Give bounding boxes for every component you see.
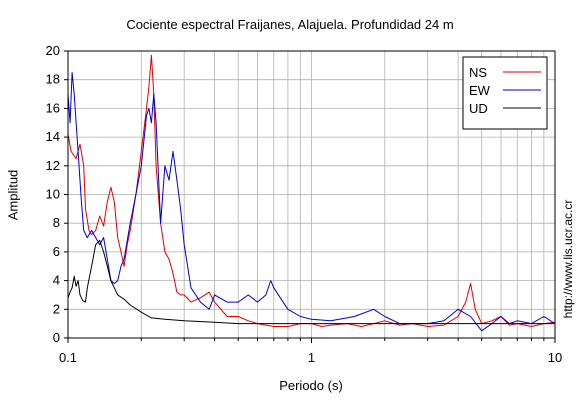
y-axis-label: Amplitud: [5, 169, 21, 221]
y-tick-label: 0: [53, 330, 60, 345]
series-line-ud: [68, 239, 555, 325]
y-tick-label: 12: [46, 158, 60, 173]
legend-label: NS: [469, 65, 487, 80]
x-tick-label: 1: [308, 350, 315, 365]
x-tick-label: 10: [548, 350, 562, 365]
y-tick-label: 10: [46, 187, 60, 202]
series-line-ns: [68, 54, 555, 327]
legend-box: [462, 56, 548, 130]
y-tick-label: 14: [46, 129, 60, 144]
legend-label: EW: [469, 83, 491, 98]
source-url-annotation: http://www.lis.ucr.ac.cr: [561, 199, 575, 319]
x-tick-label: 0.1: [59, 350, 77, 365]
y-tick-label: 6: [53, 244, 60, 259]
y-tick-label: 20: [46, 43, 60, 58]
chart-series: [68, 54, 555, 332]
page-title: Cociente espectral Fraijanes, Alajuela. …: [126, 17, 454, 32]
legend: NS EW UD: [462, 56, 548, 130]
y-tick-label: 2: [53, 301, 60, 316]
y-tick-label: 18: [46, 72, 60, 87]
legend-label: UD: [469, 101, 488, 116]
y-tick-label: 16: [46, 100, 60, 115]
y-tick-label: 8: [53, 215, 60, 230]
y-tick-label: 4: [53, 273, 60, 288]
axis-ticks: 0 2 4 6 8 10 12 14 16 18 20 0.1 1 10: [46, 43, 563, 365]
x-axis-label: Periodo (s): [279, 378, 343, 393]
